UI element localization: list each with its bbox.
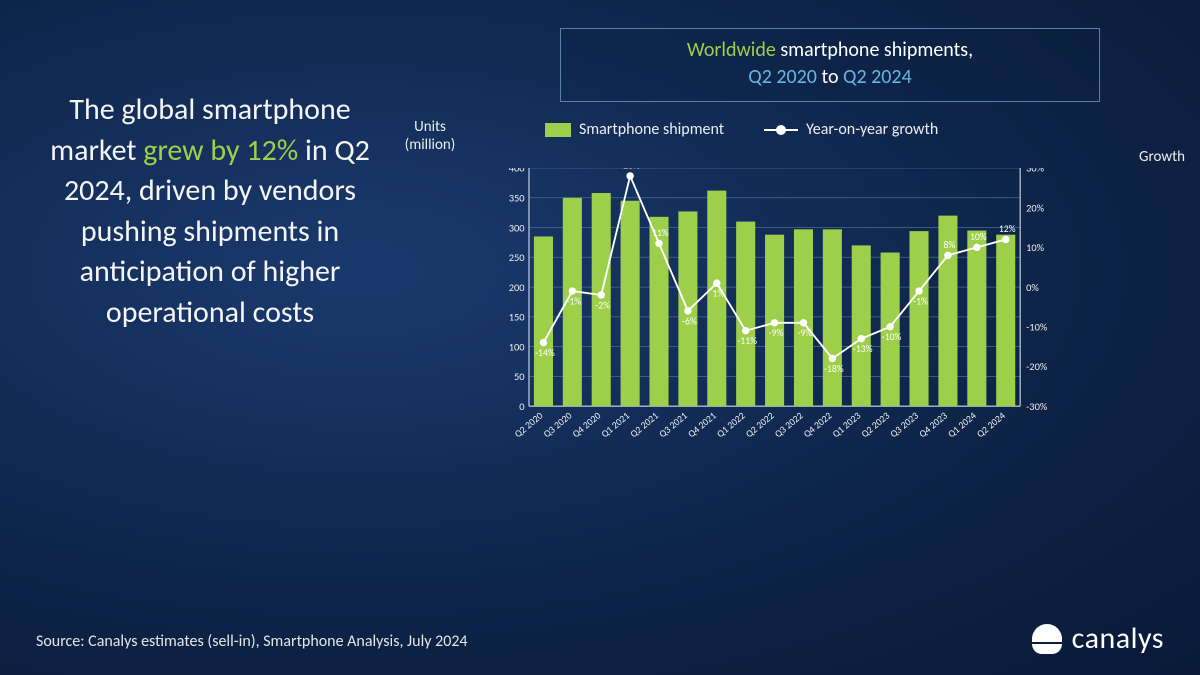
brand-logo: canalys bbox=[1032, 620, 1164, 657]
headline-emphasis: grew by 12% bbox=[143, 132, 298, 169]
x-category: Q2 2020 bbox=[512, 410, 545, 441]
growth-label: -18% bbox=[824, 363, 844, 375]
growth-label: -11% bbox=[737, 335, 757, 347]
growth-point bbox=[540, 339, 547, 346]
growth-label: -10% bbox=[882, 331, 902, 343]
svg-text:250: 250 bbox=[509, 251, 525, 264]
svg-text:0: 0 bbox=[519, 400, 524, 413]
growth-point bbox=[713, 279, 720, 286]
headline-text: The global smartphone market grew by 12%… bbox=[40, 90, 380, 333]
title-from: Q2 2020 bbox=[748, 65, 817, 89]
growth-point bbox=[829, 355, 836, 362]
legend-item-line: Year-on-year growth bbox=[764, 120, 938, 139]
growth-point bbox=[800, 319, 807, 326]
growth-label: -9% bbox=[798, 327, 813, 339]
title-rest: smartphone shipments, bbox=[776, 38, 973, 62]
x-category: Q1 2023 bbox=[830, 410, 863, 441]
x-category: Q2 2024 bbox=[975, 410, 1008, 441]
x-category: Q4 2023 bbox=[917, 410, 950, 441]
growth-label: 12% bbox=[999, 223, 1016, 235]
legend-label-line: Year-on-year growth bbox=[806, 120, 938, 139]
legend-marker-line bbox=[764, 129, 798, 131]
svg-text:350: 350 bbox=[509, 191, 525, 204]
growth-point bbox=[771, 319, 778, 326]
bar bbox=[823, 229, 842, 406]
x-category: Q1 2024 bbox=[946, 410, 979, 441]
y-right-axis-label: Growth bbox=[1139, 148, 1185, 166]
growth-label: -13% bbox=[853, 343, 873, 355]
svg-text:300: 300 bbox=[509, 221, 525, 234]
title-mid: to bbox=[817, 65, 843, 89]
bar bbox=[736, 222, 755, 407]
growth-label: -9% bbox=[769, 327, 784, 339]
growth-point bbox=[569, 287, 576, 294]
title-to: Q2 2024 bbox=[843, 65, 912, 89]
bar bbox=[910, 231, 929, 406]
chart-title-box: Worldwide smartphone shipments, Q2 2020 … bbox=[560, 28, 1100, 102]
svg-text:-30%: -30% bbox=[1026, 400, 1048, 413]
growth-label: 10% bbox=[970, 231, 987, 243]
bar bbox=[621, 201, 640, 406]
growth-point bbox=[944, 252, 951, 259]
growth-label: -14% bbox=[535, 347, 555, 359]
growth-point bbox=[858, 335, 865, 342]
chart-area: Units(million) Growth Smartphone shipmen… bbox=[395, 118, 1175, 578]
x-category: Q3 2023 bbox=[888, 410, 921, 441]
bar bbox=[996, 235, 1015, 406]
bar bbox=[534, 236, 553, 406]
brand-text: canalys bbox=[1072, 620, 1164, 657]
x-category: Q2 2021 bbox=[628, 410, 661, 441]
bar bbox=[852, 245, 871, 406]
x-category: Q1 2021 bbox=[599, 410, 632, 441]
title-worldwide: Worldwide bbox=[687, 38, 776, 62]
x-category: Q3 2020 bbox=[541, 410, 574, 441]
legend-item-bar: Smartphone shipment bbox=[545, 120, 724, 139]
svg-text:-10%: -10% bbox=[1026, 320, 1048, 333]
legend-label-bar: Smartphone shipment bbox=[579, 120, 724, 139]
svg-text:50: 50 bbox=[514, 370, 525, 383]
growth-label: 1% bbox=[712, 287, 724, 299]
x-category: Q2 2023 bbox=[859, 410, 892, 441]
source-attribution: Source: Canalys estimates (sell-in), Sma… bbox=[36, 632, 468, 651]
svg-text:150: 150 bbox=[509, 311, 525, 324]
growth-point bbox=[915, 287, 922, 294]
chart-legend: Smartphone shipment Year-on-year growth bbox=[545, 120, 938, 139]
legend-swatch-bar bbox=[545, 123, 571, 137]
growth-point bbox=[1002, 236, 1009, 243]
bar bbox=[794, 229, 813, 406]
svg-text:10%: 10% bbox=[1026, 241, 1045, 254]
x-category: Q4 2020 bbox=[570, 410, 603, 441]
svg-text:20%: 20% bbox=[1026, 201, 1045, 214]
y-left-axis-label: Units(million) bbox=[395, 118, 465, 154]
svg-text:-20%: -20% bbox=[1026, 360, 1048, 373]
growth-point bbox=[973, 244, 980, 251]
svg-text:200: 200 bbox=[509, 281, 525, 294]
chart-plot: 0 50 100 150 200 250 300 350 400 -30% -20% -10% 0% 10… bbox=[455, 168, 1115, 488]
x-category: Q3 2021 bbox=[657, 410, 690, 441]
growth-label: -2% bbox=[595, 299, 610, 311]
x-category: Q4 2022 bbox=[801, 410, 834, 441]
svg-text:30%: 30% bbox=[1026, 168, 1045, 175]
x-category: Q3 2022 bbox=[772, 410, 805, 441]
svg-text:100: 100 bbox=[509, 340, 525, 353]
bar bbox=[967, 231, 986, 407]
growth-point bbox=[742, 327, 749, 334]
svg-text:400: 400 bbox=[509, 168, 525, 175]
x-category: Q4 2021 bbox=[686, 410, 719, 441]
canalys-icon bbox=[1032, 624, 1062, 654]
growth-label: 8% bbox=[944, 239, 956, 251]
growth-label: 11% bbox=[652, 227, 669, 239]
growth-label: -1% bbox=[913, 295, 928, 307]
growth-point bbox=[655, 240, 662, 247]
growth-label: 28% bbox=[623, 168, 640, 171]
svg-text:0%: 0% bbox=[1026, 281, 1039, 294]
growth-point bbox=[626, 172, 633, 179]
growth-point bbox=[598, 291, 605, 298]
x-category: Q1 2022 bbox=[715, 410, 748, 441]
growth-point bbox=[886, 323, 893, 330]
growth-point bbox=[684, 307, 691, 314]
growth-label: -1% bbox=[566, 295, 581, 307]
growth-label: -6% bbox=[682, 315, 697, 327]
x-category: Q2 2022 bbox=[743, 410, 776, 441]
